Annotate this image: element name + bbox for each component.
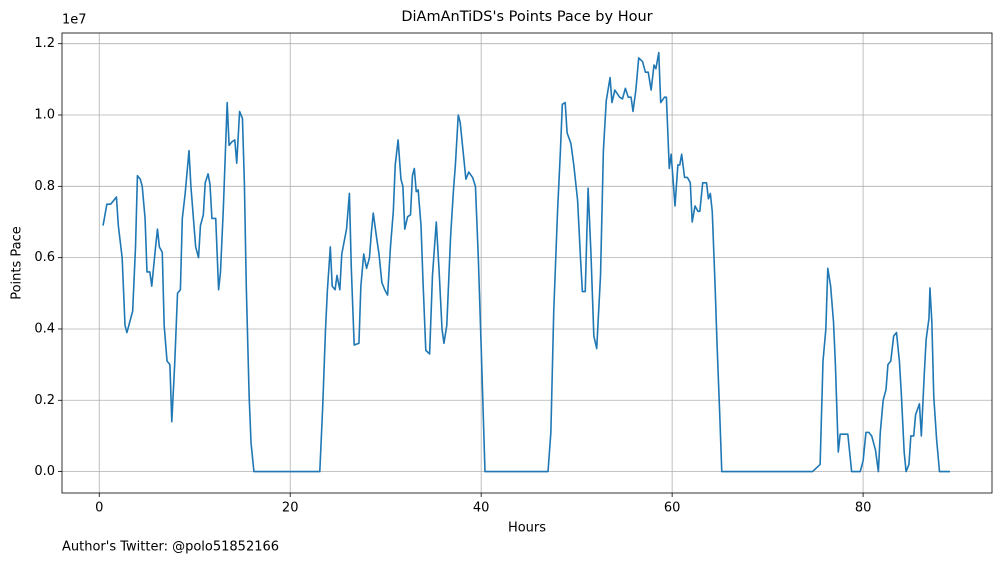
x-tick-label: 80 — [855, 501, 872, 516]
y-tick-label: 1.0 — [34, 108, 55, 123]
y-tick-label: 0.0 — [34, 464, 55, 479]
data-line — [102, 51, 950, 473]
y-offset-label: 1e7 — [62, 13, 87, 28]
x-tick-label: 20 — [282, 501, 299, 516]
y-tick-label: 0.2 — [34, 393, 55, 408]
y-axis-label: Points Pace — [10, 226, 25, 300]
y-tick-label: 1.2 — [34, 36, 55, 51]
plot — [102, 51, 950, 473]
axes-frame — [61, 32, 993, 494]
y-tick-label: 0.8 — [34, 179, 55, 194]
x-tick-label: 0 — [95, 501, 103, 516]
x-axis-label: Hours — [508, 521, 546, 536]
x-tick-label: 40 — [473, 501, 490, 516]
y-tick-label: 0.4 — [34, 321, 55, 336]
y-tick-label: 0.6 — [34, 250, 55, 265]
chart-title: DiAmAnTiDS's Points Pace by Hour — [401, 9, 652, 25]
x-tick-label: 60 — [664, 501, 681, 516]
footnote: Author's Twitter: @polo51852166 — [62, 540, 279, 555]
